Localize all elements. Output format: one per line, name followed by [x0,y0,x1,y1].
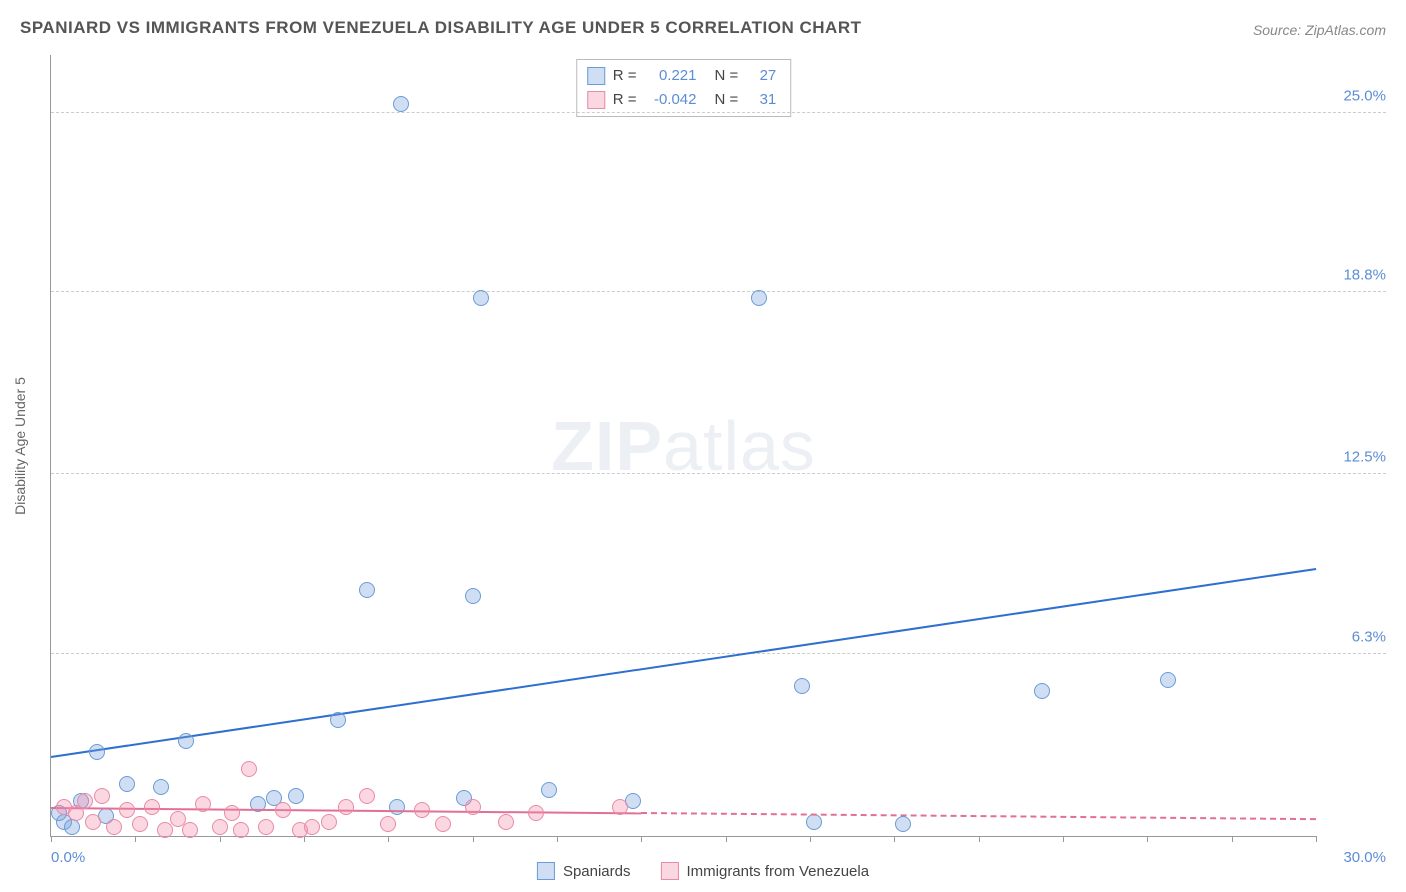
legend-label: Spaniards [563,863,631,880]
data-point [275,802,291,818]
stat-n-label: N = [715,64,739,88]
stat-n-value: 31 [746,88,776,112]
stat-n-label: N = [715,88,739,112]
x-tick [979,836,980,842]
y-tick-label: 6.3% [1326,628,1386,645]
data-point [751,290,767,306]
data-point [465,588,481,604]
grid-line [51,112,1386,113]
stat-r-label: R = [613,88,637,112]
data-point [77,793,93,809]
x-tick [894,836,895,842]
x-tick [1147,836,1148,842]
data-point [178,733,194,749]
x-tick [388,836,389,842]
data-point [321,814,337,830]
data-point [414,802,430,818]
legend-swatch [660,862,678,880]
data-point [106,819,122,835]
grid-line [51,473,1386,474]
data-point [1034,683,1050,699]
plot-region: ZIPatlas R =0.221N =27R =-0.042N =31 6.3… [50,55,1316,837]
x-tick [473,836,474,842]
data-point [132,816,148,832]
stat-r-value: -0.042 [645,88,697,112]
data-point [794,678,810,694]
x-tick [51,836,52,842]
data-point [288,788,304,804]
data-point [304,819,320,835]
data-point [157,822,173,838]
x-tick [1232,836,1233,842]
data-point [498,814,514,830]
data-point [393,96,409,112]
y-axis-title: Disability Age Under 5 [12,377,28,515]
x-tick [641,836,642,842]
series-swatch [587,67,605,85]
data-point [380,816,396,832]
data-point [64,819,80,835]
stat-r-label: R = [613,64,637,88]
data-point [241,761,257,777]
legend: Spaniards Immigrants from Venezuela [537,862,869,880]
data-point [144,799,160,815]
legend-swatch [537,862,555,880]
data-point [195,796,211,812]
x-min-label: 0.0% [51,849,85,866]
trend-line [641,812,1316,820]
series-swatch [587,91,605,109]
x-tick [726,836,727,842]
chart-area: ZIPatlas R =0.221N =27R =-0.042N =31 6.3… [50,55,1316,837]
data-point [895,816,911,832]
data-point [212,819,228,835]
x-tick [135,836,136,842]
stats-row: R = -0.042 N = 31 [587,88,777,112]
chart-title: SPANIARD VS IMMIGRANTS FROM VENEZUELA DI… [20,18,862,38]
data-point [233,822,249,838]
data-point [806,814,822,830]
legend-label: Immigrants from Venezuela [686,863,869,880]
x-tick [810,836,811,842]
data-point [119,802,135,818]
data-point [465,799,481,815]
data-point [182,822,198,838]
y-tick-label: 25.0% [1326,87,1386,104]
x-tick [1063,836,1064,842]
legend-item: Spaniards [537,862,631,880]
data-point [258,819,274,835]
x-max-label: 30.0% [1343,849,1386,866]
data-point [224,805,240,821]
stats-box: R = 0.221 N = 27 R = -0.042 N = 31 [576,59,792,117]
grid-line [51,291,1386,292]
y-tick-label: 18.8% [1326,267,1386,284]
data-point [330,712,346,728]
stat-r-value: 0.221 [645,64,697,88]
x-tick [1316,836,1317,842]
data-point [1160,672,1176,688]
data-point [338,799,354,815]
y-tick-label: 12.5% [1326,449,1386,466]
grid-line [51,653,1386,654]
data-point [359,582,375,598]
stats-row: R = 0.221 N = 27 [587,64,777,88]
data-point [94,788,110,804]
data-point [85,814,101,830]
stat-n-value: 27 [746,64,776,88]
source-label: Source: ZipAtlas.com [1253,22,1386,38]
data-point [153,779,169,795]
x-tick [220,836,221,842]
trend-line [51,568,1316,758]
data-point [435,816,451,832]
data-point [89,744,105,760]
data-point [528,805,544,821]
x-tick [557,836,558,842]
legend-item: Immigrants from Venezuela [660,862,869,880]
data-point [119,776,135,792]
data-point [473,290,489,306]
data-point [359,788,375,804]
data-point [612,799,628,815]
data-point [389,799,405,815]
data-point [541,782,557,798]
